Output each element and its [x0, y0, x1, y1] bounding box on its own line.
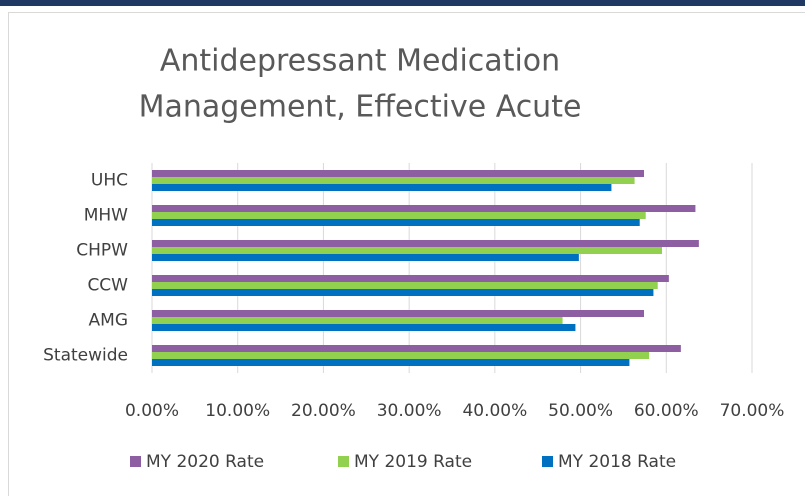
bar — [152, 212, 646, 219]
bar — [152, 310, 644, 317]
x-tick-label: 70.00% — [720, 401, 785, 421]
bar — [152, 275, 669, 282]
legend-swatch — [130, 456, 141, 467]
x-tick-label: 10.00% — [205, 401, 270, 421]
bar — [152, 345, 681, 352]
bar — [152, 177, 635, 184]
bar — [152, 184, 612, 191]
chart-title: Management, Effective Acute — [139, 90, 582, 125]
bar — [152, 254, 579, 261]
bar — [152, 289, 654, 296]
bar — [152, 352, 650, 359]
x-tick-label: 20.00% — [291, 401, 356, 421]
bar — [152, 317, 563, 324]
y-tick-label: AMG — [89, 311, 128, 331]
header-strip — [0, 0, 805, 6]
y-tick-label: CHPW — [76, 241, 128, 261]
legend-label: MY 2020 Rate — [146, 452, 264, 472]
y-tick-label: CCW — [87, 276, 128, 296]
bar — [152, 282, 658, 289]
y-tick-label: Statewide — [43, 346, 128, 366]
legend-swatch — [542, 456, 553, 467]
bar — [152, 240, 699, 247]
y-tick-label: UHC — [91, 171, 128, 191]
bar — [152, 247, 662, 254]
bar — [152, 359, 630, 366]
bar — [152, 205, 696, 212]
chart-title: Antidepressant Medication — [160, 44, 560, 79]
x-tick-label: 30.00% — [377, 401, 442, 421]
legend-label: MY 2019 Rate — [354, 452, 472, 472]
x-tick-label: 60.00% — [634, 401, 699, 421]
x-tick-label: 0.00% — [125, 401, 179, 421]
legend-swatch — [338, 456, 349, 467]
bar — [152, 324, 576, 331]
bar — [152, 170, 644, 177]
y-tick-label: MHW — [84, 206, 128, 226]
x-tick-label: 40.00% — [462, 401, 527, 421]
x-tick-label: 50.00% — [548, 401, 613, 421]
bar — [152, 219, 640, 226]
legend-label: MY 2018 Rate — [558, 452, 676, 472]
